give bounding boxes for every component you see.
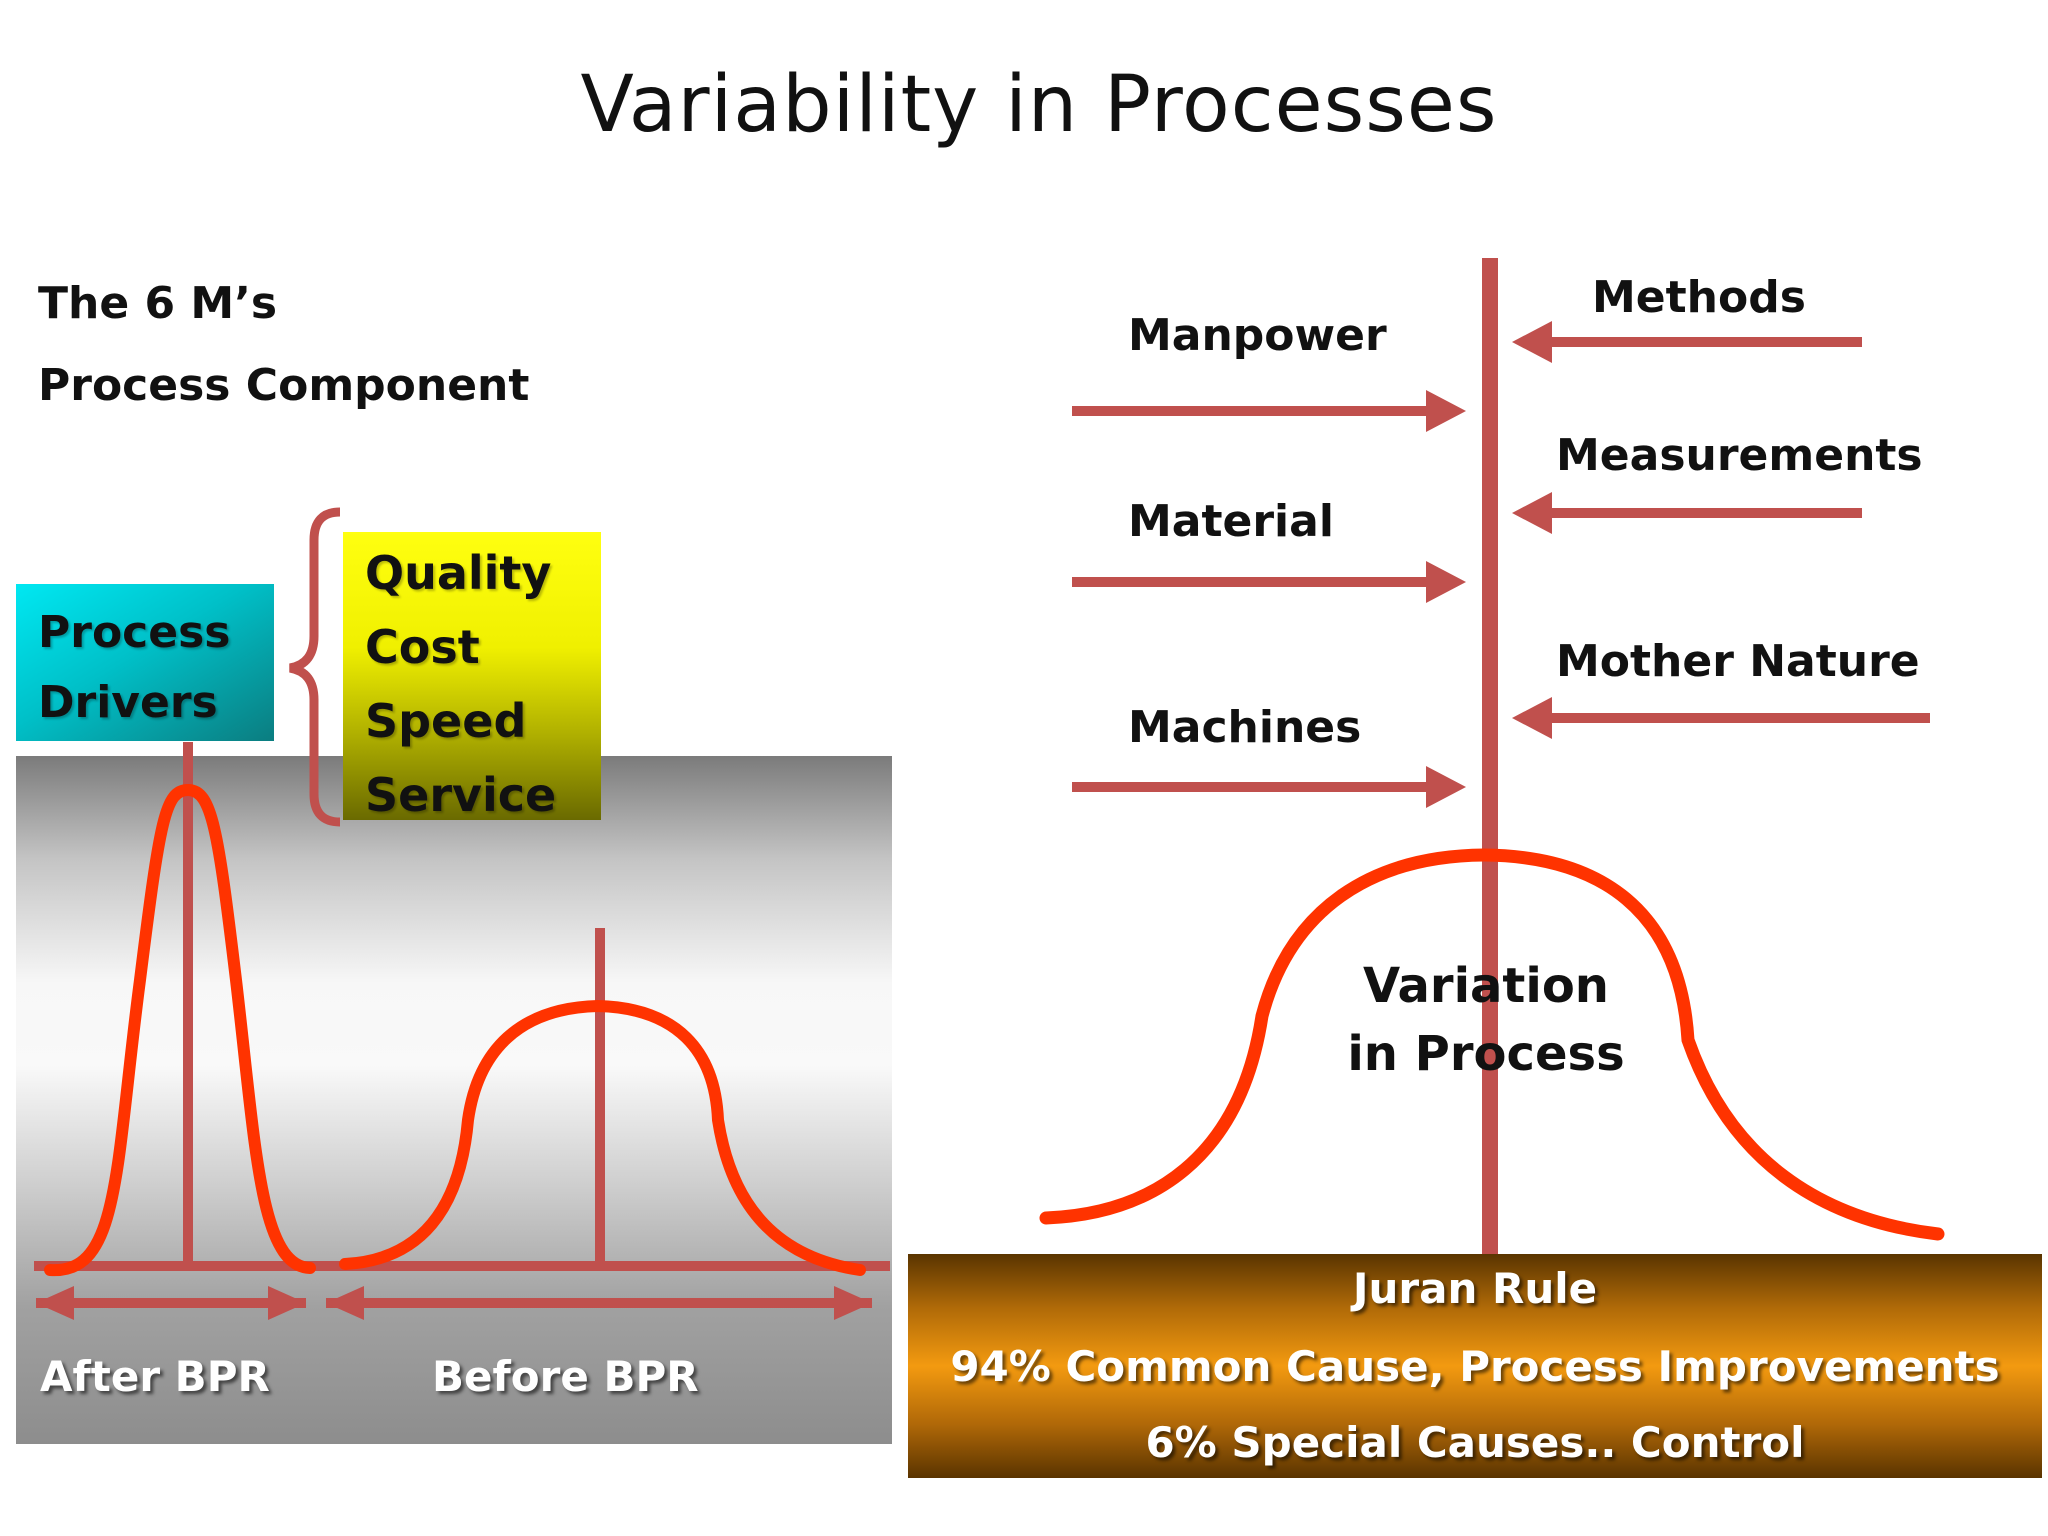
variation-line-1: Variation [1363, 958, 1609, 1014]
after-bpr-curve [44, 783, 316, 1277]
page-title: Variability in Processes [580, 60, 1498, 150]
label-manpower: Manpower [1128, 310, 1387, 361]
drivers-line-1: Process [38, 607, 231, 658]
outcome-cost: Cost [365, 620, 480, 674]
before-bpr-label: Before BPR [432, 1352, 699, 1401]
outcome-quality: Quality [365, 546, 552, 600]
manpower-arrow [1072, 390, 1466, 432]
before-bpr-range-arrow [326, 1286, 872, 1320]
after-bpr-label: After BPR [40, 1352, 270, 1401]
label-mother-nature: Mother Nature [1556, 636, 1920, 687]
material-arrow [1072, 561, 1466, 603]
measurements-arrow [1512, 492, 1862, 534]
before-bpr-curve [339, 999, 866, 1276]
process-component-heading: Process Component [38, 360, 530, 411]
curly-brace [288, 507, 341, 827]
variation-label: Variation in Process [1290, 952, 1682, 1088]
after-bpr-range-arrow [36, 1286, 306, 1320]
methods-arrow [1512, 321, 1862, 363]
drivers-line-2: Drivers [38, 677, 218, 728]
juran-title: Juran Rule [1352, 1264, 1598, 1313]
juran-line-1: 94% Common Cause, Process Improvements [950, 1342, 2000, 1391]
outcomes-box: Quality Cost Speed Service [343, 532, 601, 822]
bpr-panel [16, 756, 892, 1444]
process-drivers-box: Process Drivers [16, 584, 274, 741]
variation-curve [1039, 848, 1945, 1241]
outcome-service: Service [365, 768, 557, 822]
outcome-speed: Speed [365, 694, 527, 748]
label-methods: Methods [1592, 272, 1806, 323]
label-material: Material [1128, 496, 1334, 547]
label-measurements: Measurements [1556, 430, 1923, 481]
mother-nature-arrow [1512, 697, 1930, 739]
variation-line-2: in Process [1347, 1026, 1625, 1082]
juran-line-2: 6% Special Causes.. Control [1145, 1418, 1805, 1467]
six-ms-heading: The 6 M’s [38, 278, 278, 329]
juran-rule-box: Juran Rule 94% Common Cause, Process Imp… [908, 1254, 2042, 1478]
label-machines: Machines [1128, 702, 1362, 753]
machines-arrow [1072, 766, 1466, 808]
